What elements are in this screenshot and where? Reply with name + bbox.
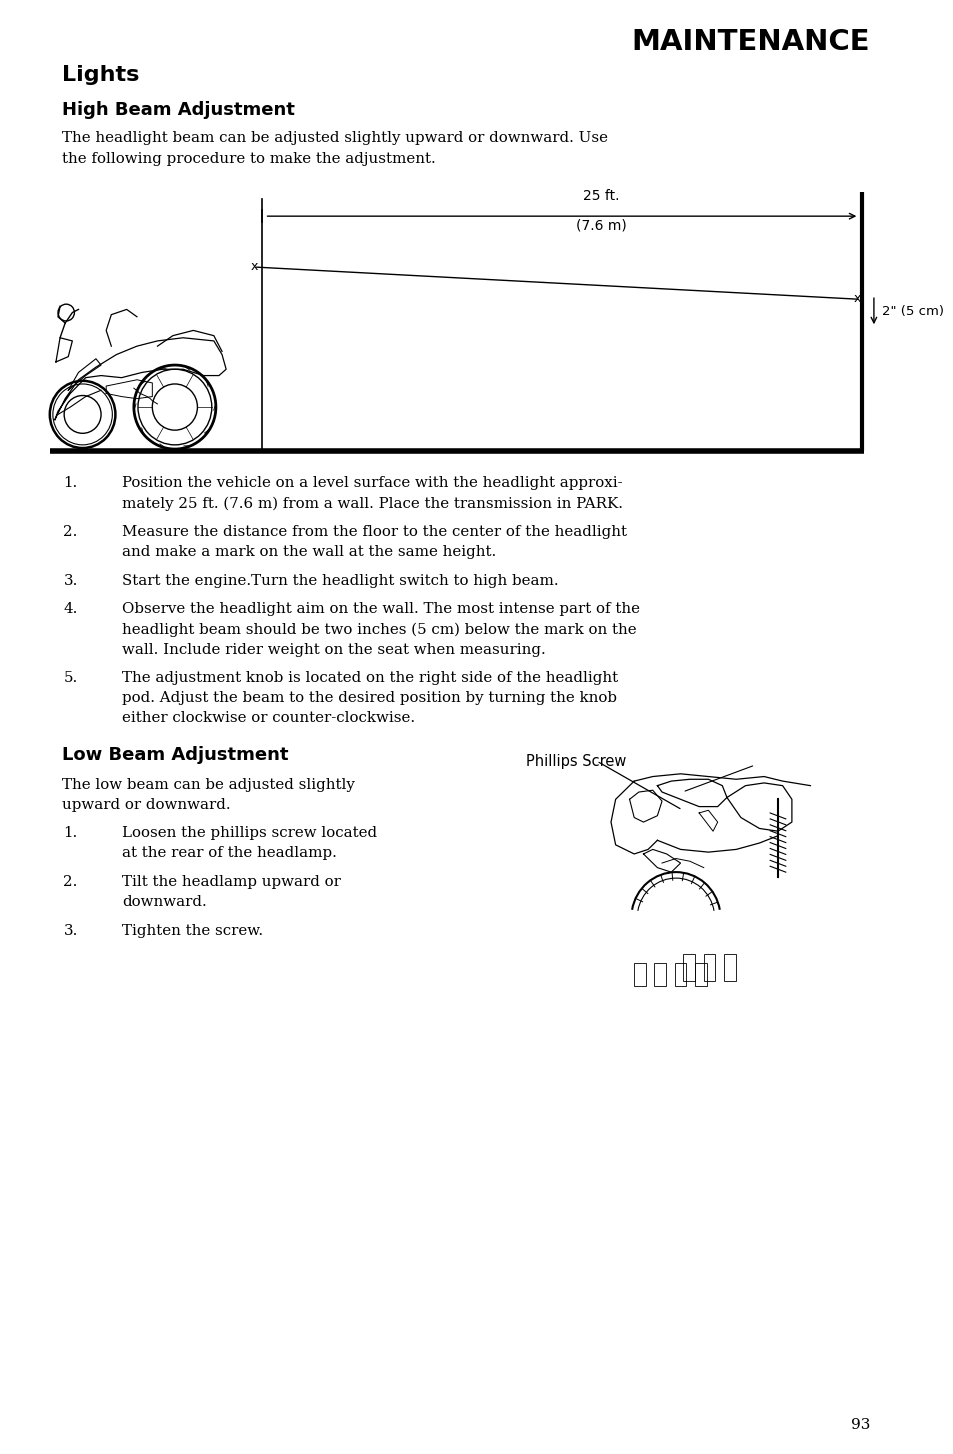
Text: Loosen the phillips screw located: Loosen the phillips screw located xyxy=(122,826,376,840)
Text: 4.: 4. xyxy=(64,602,78,616)
Text: 25 ft.: 25 ft. xyxy=(582,189,618,204)
Bar xyxy=(702,954,715,981)
Text: x: x xyxy=(250,260,257,273)
Bar xyxy=(695,963,706,986)
Text: 1.: 1. xyxy=(64,826,77,840)
Text: 1.: 1. xyxy=(64,475,77,490)
Text: wall. Include rider weight on the seat when measuring.: wall. Include rider weight on the seat w… xyxy=(122,643,545,657)
Text: 2.: 2. xyxy=(64,875,78,888)
Text: Low Beam Adjustment: Low Beam Adjustment xyxy=(61,746,288,763)
Text: the following procedure to make the adjustment.: the following procedure to make the adju… xyxy=(61,153,435,166)
Bar xyxy=(674,963,686,986)
Text: 3.: 3. xyxy=(64,573,78,587)
Text: 2.: 2. xyxy=(64,525,78,539)
Text: pod. Adjust the beam to the desired position by turning the knob: pod. Adjust the beam to the desired posi… xyxy=(122,691,617,705)
Text: Start the engine.Turn the headlight switch to high beam.: Start the engine.Turn the headlight swit… xyxy=(122,573,558,587)
Bar xyxy=(634,963,645,986)
Text: 5.: 5. xyxy=(64,672,77,685)
Text: The headlight beam can be adjusted slightly upward or downward. Use: The headlight beam can be adjusted sligh… xyxy=(61,131,607,145)
Text: mately 25 ft. (7.6 m) from a wall. Place the transmission in PARK.: mately 25 ft. (7.6 m) from a wall. Place… xyxy=(122,496,622,510)
Text: Lights: Lights xyxy=(61,65,139,84)
Text: either clockwise or counter-clockwise.: either clockwise or counter-clockwise. xyxy=(122,711,415,726)
Text: Observe the headlight aim on the wall. The most intense part of the: Observe the headlight aim on the wall. T… xyxy=(122,602,639,616)
Text: upward or downward.: upward or downward. xyxy=(61,798,230,813)
Text: Phillips Screw: Phillips Screw xyxy=(526,755,626,769)
Text: Position the vehicle on a level surface with the headlight approxi-: Position the vehicle on a level surface … xyxy=(122,475,622,490)
Bar xyxy=(682,954,694,981)
Text: High Beam Adjustment: High Beam Adjustment xyxy=(61,100,294,119)
Text: 3.: 3. xyxy=(64,923,78,938)
Text: headlight beam should be two inches (5 cm) below the mark on the: headlight beam should be two inches (5 c… xyxy=(122,622,636,637)
Text: The low beam can be adjusted slightly: The low beam can be adjusted slightly xyxy=(61,778,354,792)
Text: 2" (5 cm): 2" (5 cm) xyxy=(881,305,943,317)
Text: 93: 93 xyxy=(850,1418,869,1432)
Text: x: x xyxy=(853,292,861,305)
Text: The adjustment knob is located on the right side of the headlight: The adjustment knob is located on the ri… xyxy=(122,672,618,685)
Bar xyxy=(723,954,735,981)
Text: MAINTENANCE: MAINTENANCE xyxy=(631,28,869,57)
Text: downward.: downward. xyxy=(122,896,207,909)
Text: (7.6 m): (7.6 m) xyxy=(575,218,626,233)
Text: Tilt the headlamp upward or: Tilt the headlamp upward or xyxy=(122,875,340,888)
Text: and make a mark on the wall at the same height.: and make a mark on the wall at the same … xyxy=(122,545,496,560)
Text: Tighten the screw.: Tighten the screw. xyxy=(122,923,263,938)
Bar xyxy=(654,963,665,986)
Text: Measure the distance from the floor to the center of the headlight: Measure the distance from the floor to t… xyxy=(122,525,626,539)
Text: at the rear of the headlamp.: at the rear of the headlamp. xyxy=(122,846,336,861)
